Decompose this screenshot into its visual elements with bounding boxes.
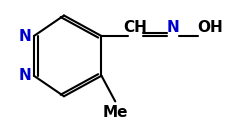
- Text: N: N: [19, 68, 32, 83]
- Text: Me: Me: [102, 105, 128, 120]
- Text: OH: OH: [197, 20, 222, 35]
- Text: N: N: [19, 29, 32, 43]
- Text: N: N: [166, 20, 178, 35]
- Text: CH: CH: [123, 20, 147, 35]
